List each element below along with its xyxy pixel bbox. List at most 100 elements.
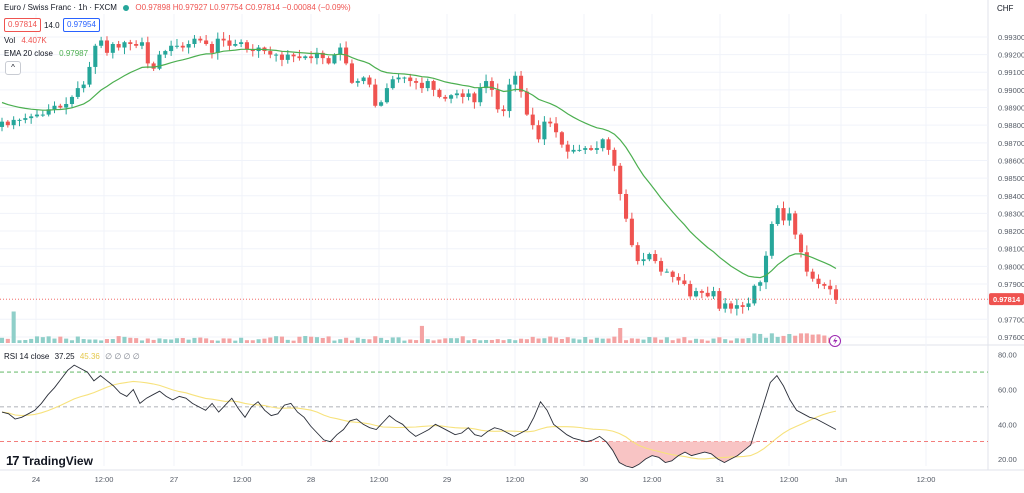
candle-body[interactable] (69, 96, 75, 104)
candle-body[interactable] (215, 38, 220, 53)
candle-body[interactable] (688, 284, 693, 297)
candle-body[interactable] (99, 40, 104, 46)
rsi-legend[interactable]: RSI 14 close 37.25 45.36 ∅ ∅ ∅ ∅ (4, 352, 140, 361)
candle-body[interactable] (437, 89, 442, 97)
candle-body[interactable] (466, 93, 471, 97)
candle-body[interactable] (472, 93, 477, 103)
candle-body[interactable] (180, 45, 185, 48)
tradingview-logo[interactable]: 17 TradingView (6, 453, 93, 468)
candle-body[interactable] (314, 52, 319, 59)
candle-body[interactable] (87, 66, 92, 85)
candle-body[interactable] (775, 208, 780, 224)
flash-icon[interactable] (829, 335, 841, 347)
candle-body[interactable] (804, 252, 809, 272)
candle-body[interactable] (419, 82, 424, 89)
candle-body[interactable] (268, 51, 273, 55)
candle-body[interactable] (454, 93, 459, 96)
candle-body[interactable] (384, 88, 389, 103)
candle-body[interactable] (23, 118, 28, 120)
candle-body[interactable] (116, 44, 121, 48)
candle-body[interactable] (501, 109, 506, 112)
candle-body[interactable] (571, 149, 576, 152)
candle-body[interactable] (40, 114, 45, 116)
candle-body[interactable] (763, 255, 769, 283)
candle-body[interactable] (303, 56, 308, 59)
candle-body[interactable] (250, 49, 255, 52)
candle-body[interactable] (291, 54, 296, 57)
candle-body[interactable] (221, 38, 226, 41)
candle-body[interactable] (297, 56, 302, 59)
candle-body[interactable] (326, 58, 331, 64)
candle-body[interactable] (618, 165, 623, 194)
candle-body[interactable] (274, 54, 279, 56)
candle-body[interactable] (577, 149, 582, 151)
candle-body[interactable] (169, 45, 174, 52)
candle-body[interactable] (740, 305, 745, 307)
candle-body[interactable] (536, 125, 541, 140)
candle-body[interactable] (134, 44, 139, 46)
candle-body[interactable] (530, 114, 535, 126)
candle-body[interactable] (606, 139, 611, 150)
candle-body[interactable] (75, 88, 80, 97)
candle-body[interactable] (758, 282, 763, 286)
candle-body[interactable] (816, 278, 821, 284)
candle-body[interactable] (11, 119, 16, 126)
candle-body[interactable] (635, 245, 640, 262)
candle-body[interactable] (332, 54, 337, 64)
candle-body[interactable] (769, 224, 774, 256)
candle-body[interactable] (682, 280, 687, 284)
candle-body[interactable] (717, 291, 722, 309)
candle-body[interactable] (34, 114, 40, 117)
buy-price-box[interactable]: 0.97954 (63, 18, 100, 32)
candle-body[interactable] (233, 44, 238, 46)
candle-body[interactable] (349, 63, 354, 83)
candle-body[interactable] (542, 121, 547, 140)
candle-body[interactable] (355, 81, 360, 83)
candle-body[interactable] (64, 104, 69, 108)
candle-body[interactable] (390, 79, 395, 89)
candle-body[interactable] (647, 254, 652, 260)
candle-body[interactable] (624, 194, 629, 219)
candle-body[interactable] (198, 38, 203, 41)
candle-body[interactable] (653, 254, 658, 262)
candle-body[interactable] (822, 284, 827, 286)
candle-body[interactable] (798, 234, 804, 253)
candle-body[interactable] (361, 77, 366, 82)
candle-body[interactable] (431, 81, 436, 90)
symbol-title[interactable]: Euro / Swiss Franc · 1h · FXCM (4, 3, 117, 12)
candle-body[interactable] (285, 54, 290, 60)
symbol-legend[interactable]: Euro / Swiss Franc · 1h · FXCM O0.97898 … (4, 3, 351, 12)
candle-body[interactable] (93, 45, 98, 67)
candle-body[interactable] (489, 81, 494, 90)
candle-body[interactable] (746, 303, 751, 307)
candle-body[interactable] (122, 42, 127, 48)
candle-body[interactable] (548, 121, 553, 124)
candle-body[interactable] (833, 289, 839, 300)
candle-body[interactable] (600, 139, 605, 149)
candle-body[interactable] (192, 38, 197, 44)
candle-body[interactable] (52, 105, 57, 110)
candle-body[interactable] (239, 42, 244, 44)
candle-body[interactable] (781, 208, 786, 221)
candle-body[interactable] (209, 44, 214, 53)
candle-body[interactable] (594, 148, 599, 150)
volume-legend[interactable]: Vol 4.407K (4, 36, 47, 45)
candle-body[interactable] (699, 291, 704, 293)
candle-body[interactable] (244, 42, 249, 50)
candle-body[interactable] (734, 305, 739, 309)
candle-body[interactable] (670, 271, 675, 277)
candle-body[interactable] (163, 51, 168, 55)
candle-body[interactable] (629, 218, 634, 246)
candle-body[interactable] (589, 148, 594, 150)
candle-body[interactable] (157, 54, 162, 69)
candle-body[interactable] (227, 40, 232, 46)
candle-body[interactable] (443, 96, 448, 99)
candle-body[interactable] (519, 75, 524, 92)
candle-body[interactable] (402, 77, 407, 79)
candle-body[interactable] (495, 89, 500, 110)
candle-body[interactable] (309, 56, 314, 59)
candle-body[interactable] (583, 148, 588, 150)
candle-body[interactable] (58, 105, 63, 108)
